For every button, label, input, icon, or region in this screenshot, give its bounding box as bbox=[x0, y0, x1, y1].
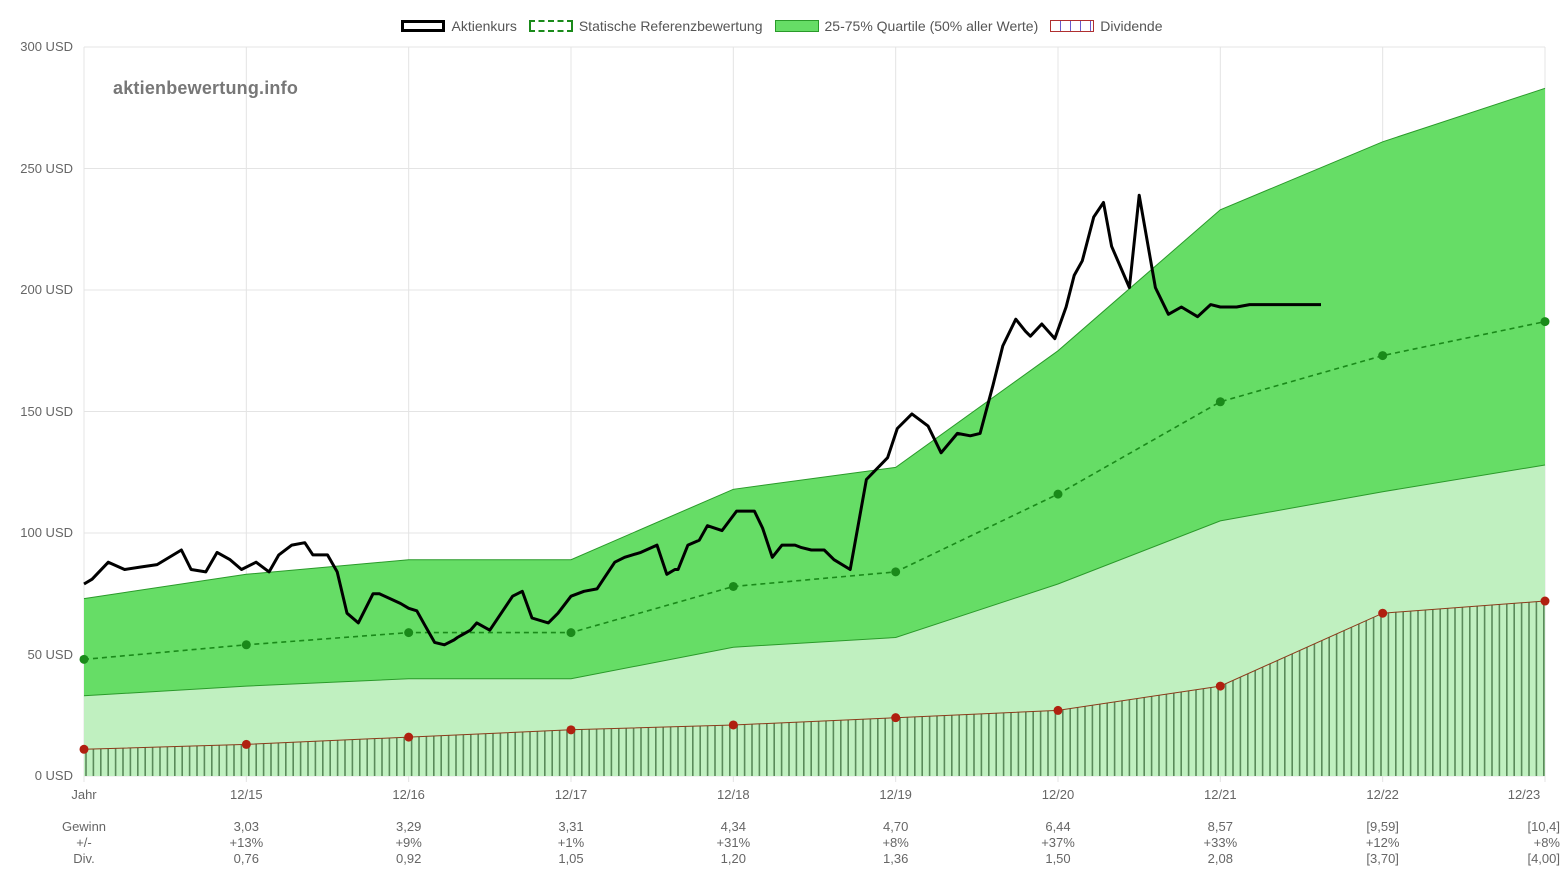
reference-swatch-icon bbox=[528, 20, 573, 32]
table-row-label: +/- bbox=[76, 835, 92, 850]
reference-point bbox=[566, 628, 576, 638]
band-lower-area bbox=[84, 465, 1545, 776]
table-cell: 1,05 bbox=[558, 851, 584, 866]
x-tick-label: Jahr bbox=[71, 787, 97, 802]
dividend-point bbox=[1215, 681, 1225, 691]
dividend-swatch-icon bbox=[1050, 20, 1095, 32]
table-row-label: Div. bbox=[73, 851, 95, 866]
y-tick-label: 250 USD bbox=[20, 160, 73, 176]
table-cell: 4,70 bbox=[883, 819, 909, 834]
x-tick-label: 12/22 bbox=[1366, 787, 1399, 802]
table-cell: +13% bbox=[229, 835, 264, 850]
band-upper-area bbox=[84, 88, 1545, 696]
legend: Aktienkurs Statische Referenzbewertung 2… bbox=[0, 18, 1564, 34]
x-tick-label: 12/23 bbox=[1507, 787, 1541, 802]
table-cell: [9,59] bbox=[1366, 819, 1399, 834]
legend-item-dividend[interactable]: Dividende bbox=[1050, 18, 1163, 34]
table-cell: +33% bbox=[1203, 835, 1238, 850]
y-tick-label: 100 USD bbox=[20, 525, 73, 540]
watermark-text: aktienbewertung.info bbox=[113, 78, 299, 98]
y-tick-label: 300 USD bbox=[20, 39, 73, 54]
x-tick-label: 12/17 bbox=[554, 787, 588, 802]
table-cell: [4,00] bbox=[1527, 851, 1560, 866]
table-cell: 1,50 bbox=[1045, 851, 1071, 866]
price-series bbox=[83, 193, 1321, 647]
reference-point bbox=[404, 628, 414, 638]
y-tick-label: 50 USD bbox=[27, 646, 73, 662]
band-swatch-icon bbox=[774, 20, 819, 32]
table-cell: +37% bbox=[1041, 835, 1075, 850]
table-cell: 1,36 bbox=[883, 851, 909, 866]
legend-label-dividend: Dividende bbox=[1100, 18, 1163, 34]
dividend-point bbox=[1378, 608, 1388, 618]
y-tick-label: 0 USD bbox=[34, 768, 73, 783]
table-cell: +9% bbox=[395, 835, 422, 850]
legend-item-band[interactable]: 25-75% Quartile (50% aller Werte) bbox=[774, 18, 1039, 34]
reference-point bbox=[1378, 351, 1388, 361]
table-cell: [10,4] bbox=[1527, 819, 1560, 834]
x-tick-label: 12/21 bbox=[1204, 787, 1237, 802]
legend-label-price: Aktienkurs bbox=[451, 18, 517, 34]
table-cell: [3,70] bbox=[1366, 851, 1399, 866]
x-tick-label: 12/19 bbox=[879, 787, 912, 802]
dividend-point bbox=[404, 732, 414, 742]
reference-line bbox=[83, 320, 1546, 661]
band-lower-line bbox=[83, 464, 1546, 697]
table-cell: 8,57 bbox=[1207, 819, 1233, 834]
table-cell: 3,31 bbox=[558, 819, 584, 834]
table-cell: +8% bbox=[882, 835, 909, 850]
legend-item-price[interactable]: Aktienkurs bbox=[401, 18, 517, 34]
dividend-line bbox=[83, 600, 1546, 750]
y-tick-label: 200 USD bbox=[20, 282, 73, 297]
reference-point bbox=[728, 581, 738, 591]
dividend-point bbox=[79, 744, 89, 754]
table-cell: 0,76 bbox=[233, 851, 259, 866]
reference-point bbox=[1053, 489, 1063, 499]
dividend-hatch bbox=[85, 601, 1545, 776]
legend-label-reference: Statische Referenzbewertung bbox=[578, 18, 763, 34]
reference-series bbox=[79, 317, 1550, 664]
legend-label-band: 25-75% Quartile (50% aller Werte) bbox=[824, 18, 1039, 34]
table-cell: 2,08 bbox=[1207, 851, 1233, 866]
reference-point bbox=[1215, 397, 1225, 407]
dividend-point bbox=[891, 713, 901, 723]
dividend-point bbox=[566, 725, 576, 735]
dividend-series bbox=[79, 596, 1550, 754]
table-row-label: Gewinn bbox=[61, 819, 107, 834]
reference-point bbox=[241, 640, 251, 650]
x-tick-label: 12/18 bbox=[717, 787, 750, 802]
quartile-band bbox=[83, 87, 1546, 776]
table-cell: 3,29 bbox=[396, 819, 422, 834]
dividend-point bbox=[1053, 705, 1063, 715]
table-cell: 1,20 bbox=[720, 851, 746, 866]
x-tick-label: 12/20 bbox=[1041, 787, 1075, 802]
table-cell: 4,34 bbox=[720, 819, 746, 834]
band-upper-line bbox=[83, 87, 1546, 600]
table-cell: 3,03 bbox=[233, 819, 259, 834]
table-cell: +12% bbox=[1365, 835, 1400, 850]
table-cell: +31% bbox=[716, 835, 751, 850]
table-cell: 6,44 bbox=[1045, 819, 1071, 834]
dividend-point bbox=[728, 720, 738, 730]
y-tick-label: 150 USD bbox=[20, 403, 73, 419]
price-swatch-icon bbox=[401, 20, 446, 32]
table-cell: 0,92 bbox=[396, 851, 422, 866]
reference-point bbox=[891, 567, 901, 577]
x-tick-label: 12/16 bbox=[392, 787, 425, 802]
reference-point bbox=[1540, 317, 1550, 327]
table-cell: +1% bbox=[557, 835, 585, 850]
legend-item-reference[interactable]: Statische Referenzbewertung bbox=[528, 18, 763, 34]
reference-point bbox=[79, 654, 89, 664]
dividend-point bbox=[241, 739, 251, 749]
price-line bbox=[83, 193, 1321, 647]
dividend-point bbox=[1540, 596, 1550, 606]
x-tick-label: 12/15 bbox=[230, 787, 263, 802]
table-cell: +8% bbox=[1533, 835, 1560, 850]
